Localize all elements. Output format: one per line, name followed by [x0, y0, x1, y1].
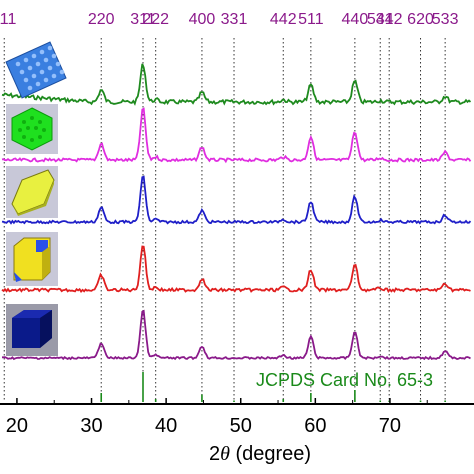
series-group — [1, 63, 472, 361]
x-axis-label-number: 2 — [209, 443, 220, 465]
miller-index-220: 220 — [88, 11, 115, 28]
reference-card-label: JCPDS Card No. 65-3 — [256, 370, 433, 390]
x-tick-label-50: 50 — [230, 415, 252, 437]
miller-index-labels: 111220311222400331442511440531442620533 — [0, 11, 459, 28]
miller-index-440: 440 — [342, 11, 369, 28]
miller-index-222: 222 — [142, 11, 169, 28]
x-tick-label-30: 30 — [80, 415, 102, 437]
miller-index-620: 620 — [407, 11, 434, 28]
x-axis-label: 2θ (degree) — [209, 443, 311, 465]
miller-index-531: 531 — [367, 11, 394, 28]
x-axis-label-theta: θ — [220, 443, 230, 465]
x-tick-label-60: 60 — [304, 415, 326, 437]
miller-index-331: 331 — [221, 11, 248, 28]
series-line-3 — [1, 175, 472, 225]
series-line-5 — [2, 309, 471, 361]
miller-index-400: 400 — [189, 11, 216, 28]
x-tick-label-40: 40 — [155, 415, 177, 437]
miller-index-442: 442 — [270, 11, 297, 28]
elongated-hexagon-icon — [6, 166, 58, 218]
x-axis: 20 30 40 50 60 70 — [0, 398, 474, 437]
x-axis-label-unit: (degree) — [230, 443, 311, 465]
miller-index-311: 311 — [130, 11, 156, 28]
reference-lines — [3, 38, 446, 402]
miller-index-533: 533 — [432, 11, 459, 28]
nanorod-array-icon — [5, 41, 67, 99]
miller-index-511: 511 — [298, 11, 324, 28]
hexagonal-plate-icon — [6, 104, 58, 154]
x-tick-label-70: 70 — [379, 415, 401, 437]
miller-index-111: 111 — [0, 11, 16, 28]
series-line-1 — [1, 63, 472, 106]
truncated-cube-icon — [6, 232, 58, 286]
series-line-4 — [1, 245, 471, 294]
cube-icon — [6, 304, 58, 356]
x-tick-label-20: 20 — [6, 415, 28, 437]
series-line-2 — [1, 107, 472, 164]
miller-index-442: 442 — [376, 11, 403, 28]
